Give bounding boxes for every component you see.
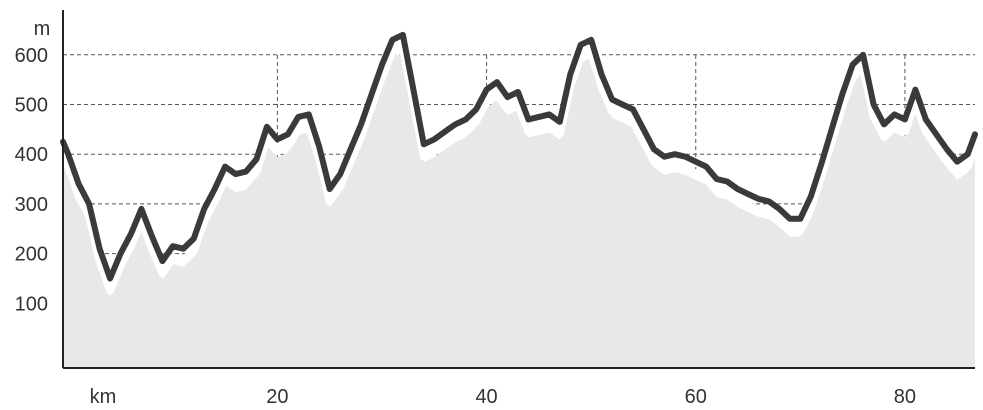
axes: [62, 10, 975, 369]
x-tick-label: 60: [685, 386, 707, 408]
profile-line: [60, 31, 978, 282]
y-tick-label: 200: [15, 244, 48, 266]
y-axis-unit-label: m: [34, 18, 51, 40]
y-tick-label: 500: [15, 94, 48, 116]
y-tick-label: 300: [15, 194, 48, 216]
y-tick-label: 400: [15, 144, 48, 166]
elevation-line: [60, 31, 978, 282]
x-tick-label: 80: [894, 386, 916, 408]
elevation-halo: [59, 42, 979, 295]
x-tick-label: 40: [475, 386, 497, 408]
elevation-area: [63, 52, 975, 369]
x-tick-label: 20: [266, 386, 288, 408]
x-tick-labels: 20 40 60 80: [266, 386, 916, 408]
x-axis-unit-label: km: [90, 386, 117, 408]
y-tick-labels: 100 200 300 400 500 600: [15, 45, 48, 316]
y-tick-label: 600: [15, 45, 48, 67]
profile-area: [59, 42, 979, 369]
y-tick-label: 100: [15, 293, 48, 315]
